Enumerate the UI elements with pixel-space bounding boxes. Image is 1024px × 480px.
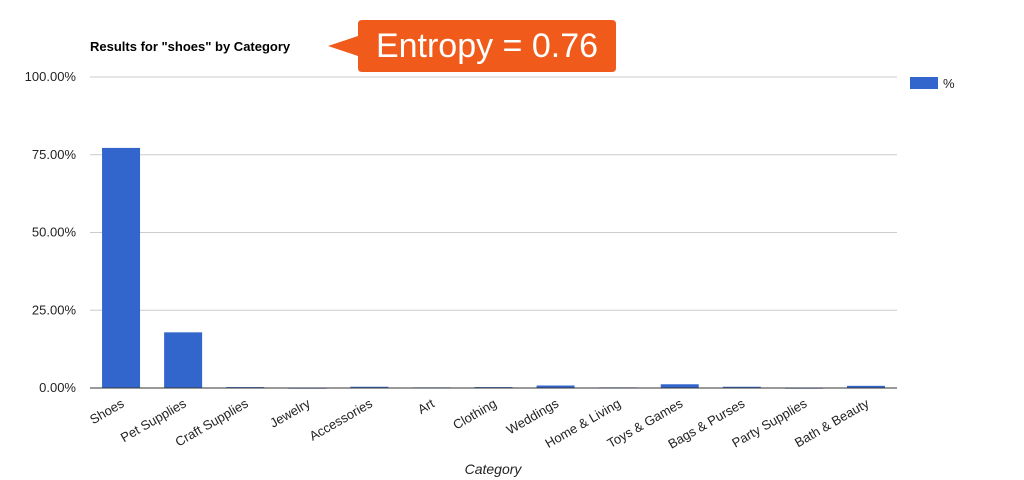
callout-shape — [328, 20, 616, 72]
callout-text: Entropy = 0.76 — [376, 27, 598, 65]
bar — [102, 147, 141, 388]
y-tick-label: 100.00% — [25, 69, 77, 84]
x-axis-title: Category — [465, 461, 523, 477]
bar — [350, 386, 389, 388]
legend-label: % — [943, 76, 955, 91]
legend: % — [910, 76, 955, 91]
bar — [164, 332, 203, 388]
x-tick-label: Art — [415, 395, 437, 416]
bar — [722, 386, 761, 388]
legend-swatch — [910, 77, 938, 89]
chart-title: Results for "shoes" by Category — [90, 39, 291, 54]
y-tick-label: 75.00% — [32, 147, 77, 162]
gridlines — [90, 76, 897, 311]
bar — [660, 384, 699, 388]
y-tick-label: 0.00% — [39, 380, 76, 395]
bar — [536, 385, 575, 388]
x-tick-label: Shoes — [87, 395, 127, 427]
y-tick-label: 25.00% — [32, 302, 77, 317]
x-tick-label: Jewelry — [267, 395, 313, 430]
x-tick-label: Accessories — [307, 395, 376, 443]
bar — [846, 385, 885, 388]
x-tick-label: Clothing — [450, 396, 499, 433]
entropy-callout: Entropy = 0.76 — [328, 20, 616, 72]
bars — [102, 147, 885, 389]
y-tick-label: 50.00% — [32, 225, 77, 240]
y-tick-labels: 0.00% 25.00% 50.00% 75.00% 100.00% — [25, 69, 77, 395]
